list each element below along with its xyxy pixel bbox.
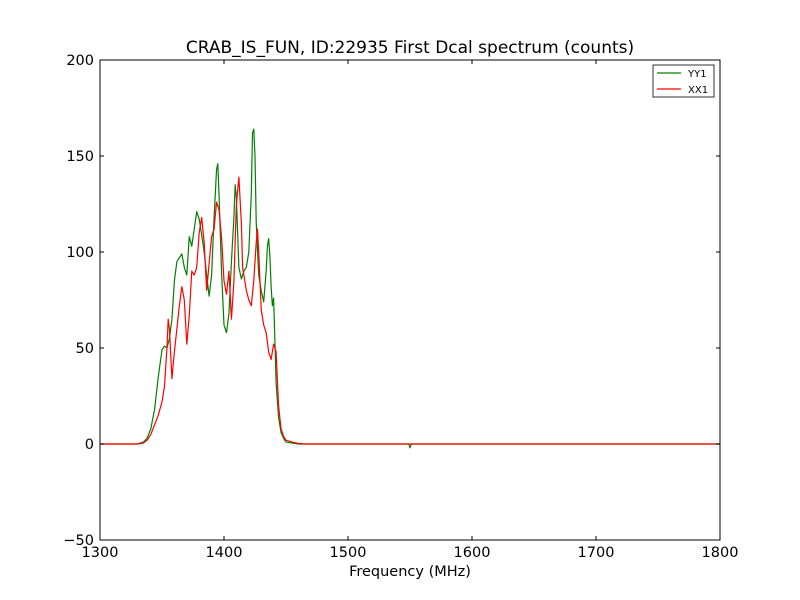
y-tick-label: 200	[66, 53, 94, 69]
series-line-xx1	[100, 176, 720, 445]
legend-label-xx1: XX1	[688, 85, 708, 96]
plot-frame	[99, 59, 721, 541]
y-tick-label: 0	[85, 437, 94, 453]
legend-label-yy1: YY1	[687, 69, 707, 80]
x-axis-label: Frequency (MHz)	[349, 564, 471, 580]
chart-title: CRAB_IS_FUN, ID:22935 First Dcal spectru…	[186, 38, 634, 58]
x-tick-label: 1600	[454, 545, 491, 561]
legend-box	[652, 64, 715, 98]
plot-area: 1300 1400 1500 1600 1700 1800 −50 0 50 100 150 200	[63, 53, 738, 561]
series-line-yy1	[100, 128, 720, 449]
x-tick-label: 1500	[330, 545, 367, 561]
x-tick-label: 1700	[578, 545, 615, 561]
series-layer	[100, 128, 720, 449]
plot-background	[100, 60, 720, 540]
y-tick-label: 50	[76, 341, 94, 357]
tick-layer: 1300 1400 1500 1600 1700 1800 −50 0 50 100 150 200	[63, 53, 738, 561]
x-tick-label: 1300	[82, 545, 119, 561]
y-tick-label: 100	[66, 245, 94, 261]
x-tick-label: 1800	[702, 545, 739, 561]
x-tick-label: 1400	[206, 545, 243, 561]
y-tick-label: 150	[66, 149, 94, 165]
y-tick-label: −50	[63, 533, 94, 549]
